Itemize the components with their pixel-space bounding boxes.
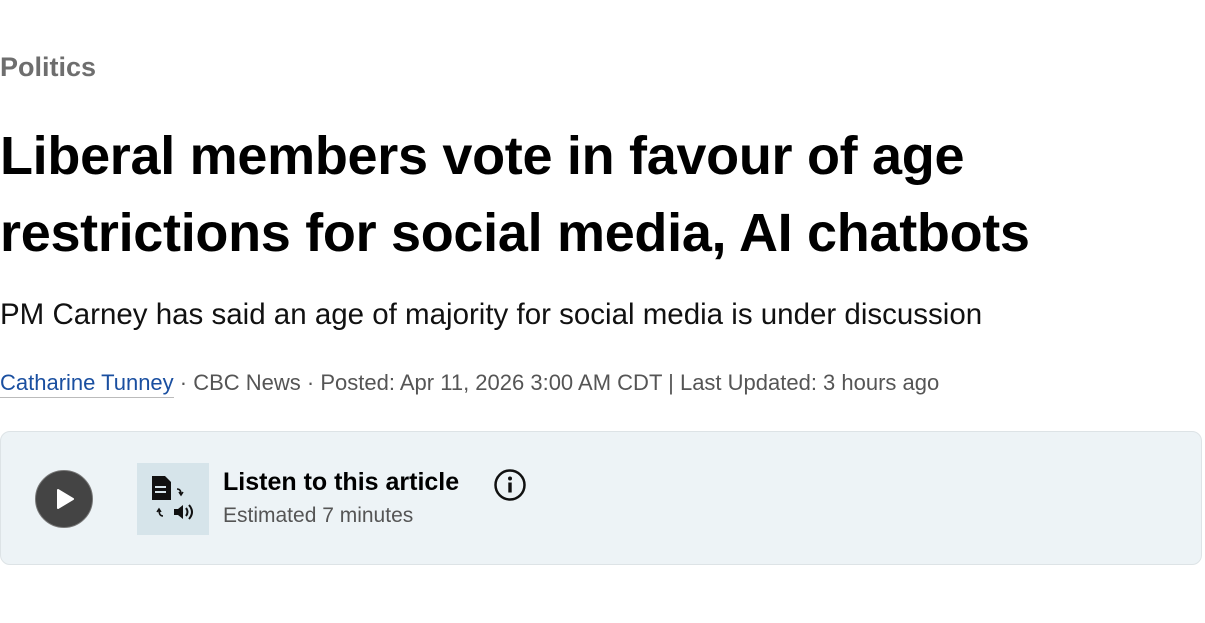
info-button[interactable] [494, 469, 526, 501]
play-button[interactable] [35, 470, 93, 528]
player-title: Listen to this article [223, 468, 460, 496]
play-icon [57, 489, 74, 509]
info-icon [494, 469, 526, 501]
byline: Catharine Tunney · CBC News · Posted: Ap… [0, 370, 940, 398]
separator: · [173, 370, 194, 395]
estimated-duration: Estimated 7 minutes [223, 504, 414, 527]
headline: Liberal members vote in favour of age re… [0, 126, 1030, 263]
audio-player: Listen to this article Estimated 7 minut… [0, 431, 1202, 565]
separator: | [662, 370, 680, 395]
source: CBC News [193, 370, 301, 395]
text-to-speech-icon [137, 463, 209, 535]
author-link[interactable]: Catharine Tunney [0, 370, 174, 398]
subtitle: PM Carney has said an age of majority fo… [0, 298, 983, 331]
separator: · [300, 370, 321, 395]
updated-date: Last Updated: 3 hours ago [679, 370, 940, 395]
posted-date: Posted: Apr 11, 2026 3:00 AM CDT [320, 370, 662, 395]
category-link[interactable]: Politics [0, 52, 97, 82]
